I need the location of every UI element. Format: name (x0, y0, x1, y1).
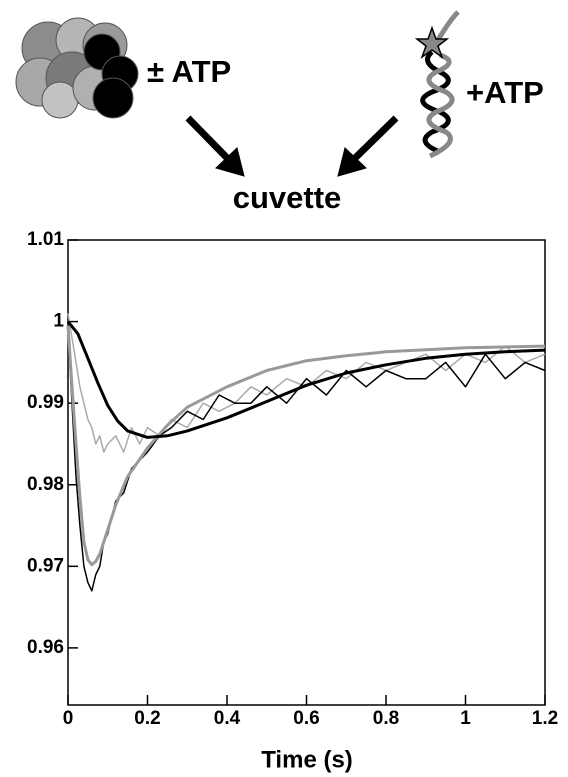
right-label: +ATP (466, 75, 544, 110)
x-tick-label: 0.2 (134, 708, 160, 729)
arrows (185, 115, 399, 177)
plot-frame (67, 239, 546, 706)
data-line (67, 313, 546, 453)
target-label: cuvette (233, 180, 342, 215)
helix-icon (414, 10, 460, 159)
left-label: ± ATP (147, 54, 231, 89)
protein-icon (15, 17, 139, 119)
data-line (66, 320, 546, 439)
y-tick-label: 0.98 (27, 474, 64, 495)
y-tick-label: 0.97 (27, 555, 64, 576)
x-tick-label: 0.8 (373, 708, 399, 729)
x-tick-label: 0 (63, 708, 74, 729)
x-tick-label: 0.4 (214, 708, 241, 729)
data-line (66, 325, 546, 567)
x-tick-label: 1 (460, 708, 471, 729)
y-tick-label: 1 (53, 311, 64, 332)
y-tick-label: 0.96 (27, 637, 64, 658)
y-tick-label: 0.99 (27, 392, 64, 413)
y-tick-label: 1.01 (27, 229, 64, 250)
x-tick-label: 1.2 (532, 708, 558, 729)
x-axis-label: Time (s) (261, 746, 353, 773)
x-tick-label: 0.6 (293, 708, 319, 729)
data-line (67, 329, 546, 592)
